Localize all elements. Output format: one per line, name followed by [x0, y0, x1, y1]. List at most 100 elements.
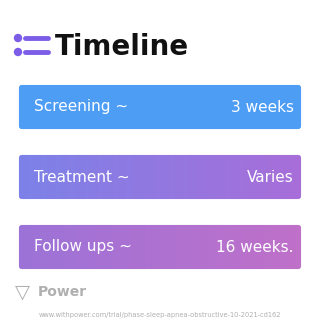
Bar	[96, 78, 98, 136]
Bar	[181, 148, 182, 206]
Bar	[91, 78, 92, 136]
Bar	[194, 78, 196, 136]
Bar	[16, 218, 18, 276]
Bar	[39, 218, 40, 276]
Bar	[60, 218, 61, 276]
Bar	[136, 148, 138, 206]
Bar	[138, 148, 139, 206]
Bar	[22, 78, 24, 136]
Bar	[233, 218, 234, 276]
Bar	[244, 78, 246, 136]
Bar	[28, 218, 30, 276]
Bar	[176, 218, 178, 276]
Bar	[86, 148, 87, 206]
Bar	[260, 78, 262, 136]
Bar	[142, 78, 144, 136]
Bar	[237, 218, 238, 276]
Bar	[139, 218, 141, 276]
Bar	[31, 148, 33, 206]
Bar	[110, 78, 111, 136]
Bar	[255, 148, 256, 206]
Bar	[74, 148, 76, 206]
Text: Screening ~: Screening ~	[34, 99, 128, 114]
Bar	[47, 78, 49, 136]
Bar	[79, 148, 80, 206]
Bar	[225, 78, 227, 136]
Bar	[77, 218, 79, 276]
Bar	[49, 218, 51, 276]
Bar	[83, 218, 84, 276]
Bar	[37, 78, 39, 136]
Bar	[49, 78, 51, 136]
Bar	[206, 218, 207, 276]
Bar	[113, 78, 114, 136]
Bar	[286, 218, 287, 276]
Bar	[284, 78, 286, 136]
Bar	[268, 148, 269, 206]
Bar	[166, 218, 167, 276]
Bar	[111, 218, 113, 276]
Bar	[289, 218, 290, 276]
Bar	[302, 148, 304, 206]
Bar	[264, 218, 265, 276]
Bar	[260, 218, 262, 276]
Bar	[158, 78, 160, 136]
Bar	[170, 148, 172, 206]
Bar	[24, 78, 25, 136]
Bar	[277, 218, 278, 276]
Bar	[87, 78, 89, 136]
Bar	[170, 78, 172, 136]
Bar	[160, 218, 162, 276]
Bar	[259, 218, 260, 276]
Bar	[184, 78, 185, 136]
Bar	[27, 78, 28, 136]
Bar	[117, 78, 119, 136]
Bar	[184, 148, 185, 206]
Bar	[67, 78, 68, 136]
Bar	[21, 218, 22, 276]
Bar	[120, 78, 122, 136]
Bar	[151, 148, 153, 206]
Bar	[252, 78, 253, 136]
Bar	[258, 78, 259, 136]
Bar	[197, 148, 198, 206]
Bar	[44, 78, 46, 136]
Bar	[250, 218, 252, 276]
Bar	[262, 148, 264, 206]
Bar	[31, 78, 33, 136]
Bar	[86, 78, 87, 136]
Bar	[175, 218, 176, 276]
Bar	[200, 78, 202, 136]
Bar	[114, 78, 116, 136]
Bar	[61, 78, 62, 136]
Bar	[249, 218, 250, 276]
Bar	[262, 218, 264, 276]
Bar	[231, 218, 233, 276]
Bar	[129, 148, 131, 206]
Bar	[305, 78, 307, 136]
Bar	[278, 78, 280, 136]
Bar	[20, 148, 21, 206]
Bar	[298, 148, 299, 206]
Bar	[162, 78, 163, 136]
Bar	[207, 78, 209, 136]
Bar	[105, 78, 107, 136]
Bar	[153, 148, 154, 206]
Bar	[119, 218, 120, 276]
Bar	[67, 148, 68, 206]
Bar	[111, 148, 113, 206]
Bar	[131, 218, 132, 276]
Bar	[135, 218, 136, 276]
Bar	[246, 148, 247, 206]
Bar	[148, 218, 150, 276]
Bar	[64, 218, 65, 276]
Bar	[47, 218, 49, 276]
Bar	[73, 148, 74, 206]
Bar	[61, 148, 62, 206]
Bar	[144, 148, 145, 206]
Bar	[166, 148, 167, 206]
Bar	[305, 148, 307, 206]
Bar	[46, 218, 48, 276]
Bar	[98, 148, 99, 206]
Bar	[145, 78, 147, 136]
